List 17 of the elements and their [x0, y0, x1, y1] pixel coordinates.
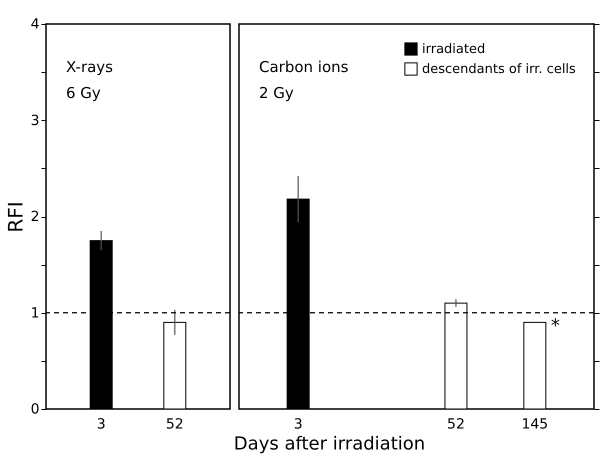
- x-tick-label: 3: [294, 416, 303, 432]
- y-tick-label: 3: [30, 112, 40, 129]
- annotation: Carbon ions 2 Gy: [259, 58, 349, 102]
- annotation: X-rays 6 Gy: [66, 58, 114, 102]
- y-tick-label: 1: [30, 305, 40, 322]
- y-tick-label: 0: [30, 402, 40, 418]
- annotation: *: [550, 315, 560, 336]
- x-axis-title: Days after irradiation: [234, 434, 426, 454]
- y-tick-label: 2: [30, 209, 40, 225]
- x-tick-label: 52: [166, 416, 184, 432]
- y-tick-label: 4: [30, 16, 40, 32]
- y-axis-title: RFI: [4, 201, 28, 233]
- x-tick-label: 145: [521, 416, 548, 432]
- legend-label: irradiated: [422, 42, 486, 57]
- x-tick-label: 3: [96, 416, 106, 432]
- x-tick-label: 52: [447, 416, 465, 432]
- legend-label: descendants of irr. cells: [422, 62, 576, 77]
